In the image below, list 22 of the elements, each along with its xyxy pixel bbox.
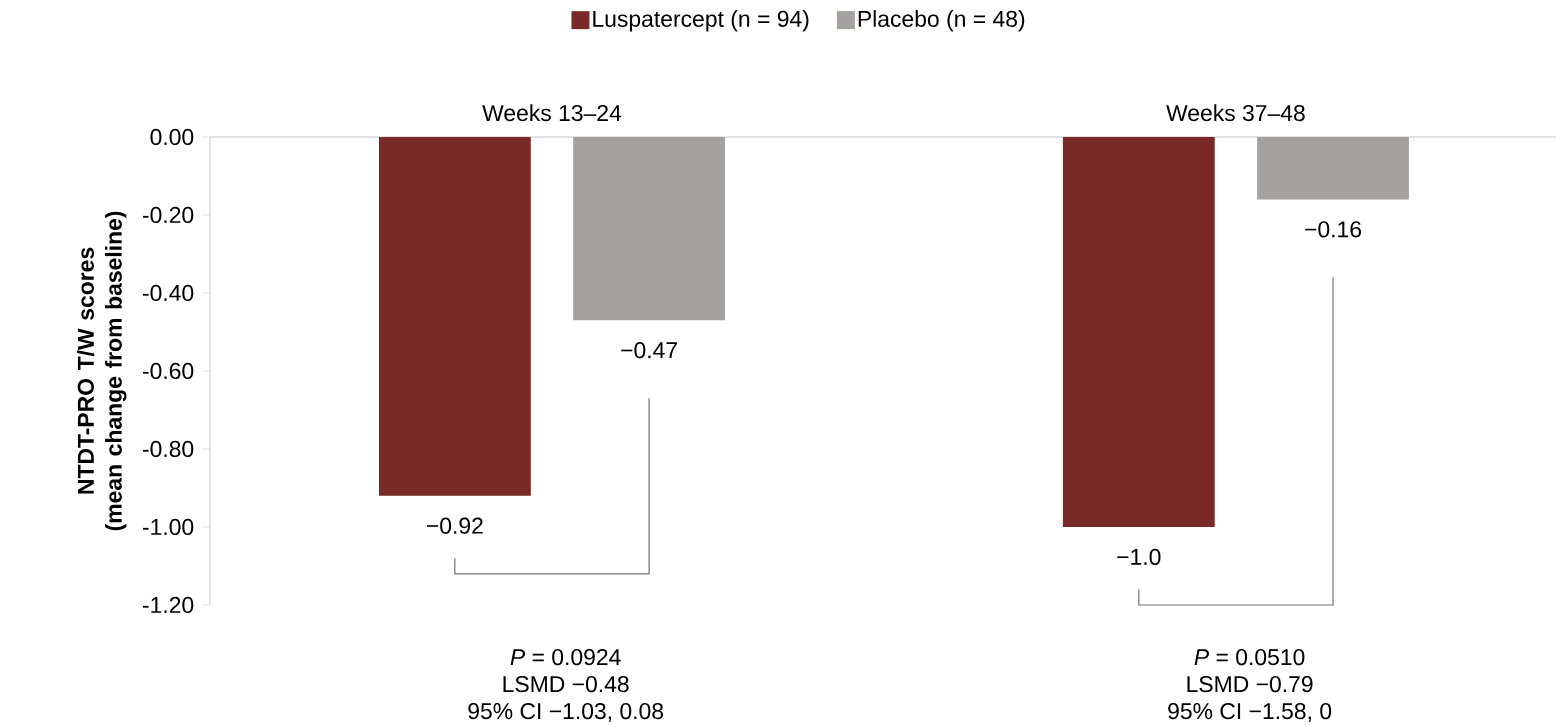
y-tick-label: -0.20 [142,206,194,224]
text: 95% CI −1.58, 0 [1168,702,1332,722]
text: LSMD −0.48 [503,675,629,693]
data-label: −0.92 [427,517,483,534]
text: LSMD −0.79 [1187,675,1313,693]
data-label: −0.47 [621,342,677,359]
legend-label: Placebo (n = 48) [858,10,1025,32]
text: P = 0.0924 [510,648,621,666]
x-tick-label: Weeks 13–24 [482,104,622,122]
text: 95% CI −1.03, 0.08 [468,702,664,722]
y-tick-label: 0.00 [150,128,194,146]
y-tick-label: -0.60 [142,362,194,380]
y-tick-label: -0.80 [142,440,194,458]
y-axis-title: NTDT-PRO T/W scores (mean change from baseline) [77,211,127,531]
y-tick-label: -1.20 [142,596,194,614]
legend-label: Luspatercept (n = 94) [593,10,809,32]
text: P = 0.0510 [1194,648,1305,666]
data-label: −0.16 [1305,221,1362,238]
y-tick-label: -1.00 [142,518,194,536]
data-label: −1.0 [1117,548,1161,566]
x-tick-label: Weeks 37–48 [1166,104,1305,122]
y-tick-label: -0.40 [142,284,194,302]
